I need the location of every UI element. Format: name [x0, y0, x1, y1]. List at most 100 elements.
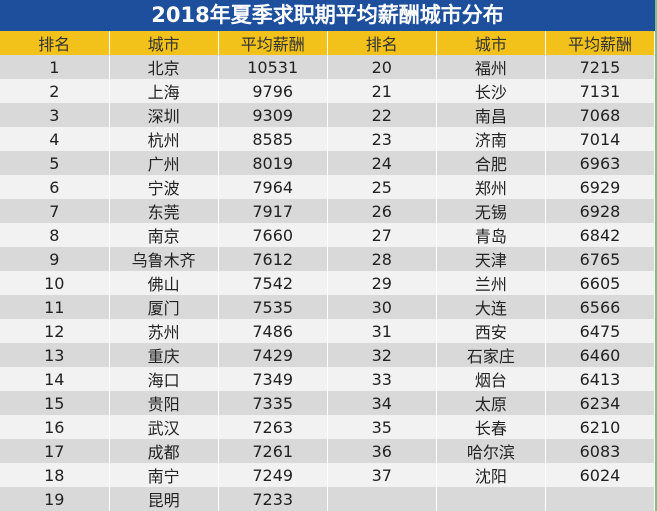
cell-salary: 6765	[545, 247, 656, 271]
cell-city: 哈尔滨	[436, 439, 546, 463]
cell-rank: 15	[0, 391, 110, 415]
header-city: 城市	[109, 31, 219, 55]
table-row: 16 武汉 7263 35 长春 6210	[0, 415, 656, 439]
cell-rank: 32	[327, 343, 437, 367]
cell-salary: 7542	[218, 271, 328, 295]
cell-rank: 13	[0, 343, 110, 367]
cell-rank: 1	[0, 55, 110, 79]
cell-salary: 6024	[545, 463, 656, 487]
cell-salary: 6929	[545, 175, 656, 199]
cell-rank: 9	[0, 247, 110, 271]
cell-city: 乌鲁木齐	[109, 247, 219, 271]
cell-salary: 7429	[218, 343, 328, 367]
cell-city: 佛山	[109, 271, 219, 295]
cell-city: 广州	[109, 151, 219, 175]
cell-city: 北京	[109, 55, 219, 79]
table-row: 2 上海 9796 21 长沙 7131	[0, 79, 656, 103]
cell-rank: 21	[327, 79, 437, 103]
cell-salary: 7249	[218, 463, 328, 487]
cell-salary: 6210	[545, 415, 656, 439]
cell-city: 昆明	[109, 487, 219, 511]
cell-rank: 4	[0, 127, 110, 151]
cell-rank: 16	[0, 415, 110, 439]
cell-city: 长沙	[436, 79, 546, 103]
cell-rank: 2	[0, 79, 110, 103]
cell-salary: 7068	[545, 103, 656, 127]
cell-city: 苏州	[109, 319, 219, 343]
table-row: 5 广州 8019 24 合肥 6963	[0, 151, 656, 175]
table-row: 17 成都 7261 36 哈尔滨 6083	[0, 439, 656, 463]
cell-salary: 6928	[545, 199, 656, 223]
cell-rank: 35	[327, 415, 437, 439]
table-row: 8 南京 7660 27 青岛 6842	[0, 223, 656, 247]
header-rank: 排名	[0, 31, 110, 55]
cell-city: 石家庄	[436, 343, 546, 367]
cell-city: 烟台	[436, 367, 546, 391]
table-row: 9 乌鲁木齐 7612 28 天津 6765	[0, 247, 656, 271]
header-row: 排名 城市 平均薪酬 排名 城市 平均薪酬	[0, 31, 656, 55]
cell-city: 郑州	[436, 175, 546, 199]
cell-salary: 9309	[218, 103, 328, 127]
cell-city: 深圳	[109, 103, 219, 127]
table-row: 13 重庆 7429 32 石家庄 6460	[0, 343, 656, 367]
cell-city: 大连	[436, 295, 546, 319]
table-row: 10 佛山 7542 29 兰州 6605	[0, 271, 656, 295]
table-title: 2018年夏季求职期平均薪酬城市分布	[0, 0, 655, 31]
cell-city: 长春	[436, 415, 546, 439]
cell-city: 贵阳	[109, 391, 219, 415]
cell-city: 太原	[436, 391, 546, 415]
cell-city: 上海	[109, 79, 219, 103]
cell-rank: 12	[0, 319, 110, 343]
cell-city: 天津	[436, 247, 546, 271]
cell-rank: 29	[327, 271, 437, 295]
cell-city: 兰州	[436, 271, 546, 295]
header-salary: 平均薪酬	[545, 31, 656, 55]
cell-salary: 8585	[218, 127, 328, 151]
cell-rank: 20	[327, 55, 437, 79]
cell-rank: 31	[327, 319, 437, 343]
cell-rank: 17	[0, 439, 110, 463]
cell-city: 南京	[109, 223, 219, 247]
cell-salary: 6605	[545, 271, 656, 295]
table-row: 7 东莞 7917 26 无锡 6928	[0, 199, 656, 223]
cell-city: 重庆	[109, 343, 219, 367]
cell-city: 成都	[109, 439, 219, 463]
salary-table: 排名 城市 平均薪酬 排名 城市 平均薪酬 1 北京 10531 20 福州 7215 2 上…	[0, 31, 656, 511]
table-row: 14 海口 7349 33 烟台 6413	[0, 367, 656, 391]
cell-salary: 6475	[545, 319, 656, 343]
cell-rank: 7	[0, 199, 110, 223]
header-city: 城市	[436, 31, 546, 55]
cell-rank: 6	[0, 175, 110, 199]
cell-rank: 33	[327, 367, 437, 391]
cell-salary: 8019	[218, 151, 328, 175]
cell-city: 东莞	[109, 199, 219, 223]
cell-rank: 30	[327, 295, 437, 319]
cell-salary: 7349	[218, 367, 328, 391]
cell-city: 武汉	[109, 415, 219, 439]
cell-salary	[545, 487, 656, 511]
cell-city	[436, 487, 546, 511]
table-row: 6 宁波 7964 25 郑州 6929	[0, 175, 656, 199]
table-row: 15 贵阳 7335 34 太原 6234	[0, 391, 656, 415]
cell-rank: 23	[327, 127, 437, 151]
cell-city: 青岛	[436, 223, 546, 247]
cell-rank: 18	[0, 463, 110, 487]
table-row: 18 南宁 7249 37 沈阳 6024	[0, 463, 656, 487]
cell-rank: 22	[327, 103, 437, 127]
cell-salary: 7535	[218, 295, 328, 319]
window-edge	[655, 0, 657, 511]
cell-rank: 36	[327, 439, 437, 463]
table-row: 19 昆明 7233	[0, 487, 656, 511]
table-row: 12 苏州 7486 31 西安 6475	[0, 319, 656, 343]
cell-salary: 7612	[218, 247, 328, 271]
cell-rank: 10	[0, 271, 110, 295]
cell-salary: 7486	[218, 319, 328, 343]
cell-rank: 19	[0, 487, 110, 511]
table-row: 3 深圳 9309 22 南昌 7068	[0, 103, 656, 127]
cell-city: 海口	[109, 367, 219, 391]
cell-city: 厦门	[109, 295, 219, 319]
cell-rank: 28	[327, 247, 437, 271]
header-rank: 排名	[327, 31, 437, 55]
cell-city: 南宁	[109, 463, 219, 487]
cell-city: 济南	[436, 127, 546, 151]
